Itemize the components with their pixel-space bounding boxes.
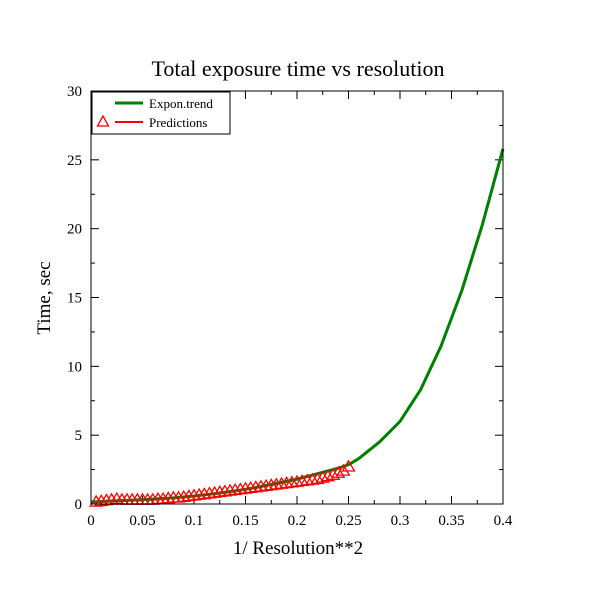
y-tick-label: 5: [75, 428, 83, 444]
series-line-expon-trend: [90, 148, 505, 504]
x-tick-label: 0.25: [335, 513, 361, 529]
x-tick-label: 0.2: [288, 513, 307, 529]
prediction-point: [202, 486, 217, 499]
y-tick-label: 10: [67, 359, 82, 375]
prediction-point: [269, 477, 284, 490]
legend-marker-predictions: [96, 114, 110, 127]
prediction-point: [305, 472, 320, 485]
prediction-point: [222, 483, 238, 496]
prediction-point: [99, 493, 114, 506]
prediction-point: [248, 480, 263, 493]
x-tick-label: 0.1: [185, 513, 204, 529]
x-tick-label: 0: [87, 513, 95, 529]
prediction-point: [295, 474, 310, 487]
y-tick-label: 30: [67, 84, 82, 100]
plot-frame: [90, 90, 504, 505]
legend: Expon.trend Predictions: [91, 91, 231, 135]
x-axis-ticks: 0 0.05 0.1 0.15 0.2 0.25 0.3 0.35 0.4: [87, 91, 513, 529]
prediction-point: [264, 478, 279, 491]
y-axis-ticks: 0 5 10 15 20 25 30: [67, 84, 503, 513]
legend-label-predictions: Predictions: [149, 115, 208, 130]
prediction-point: [186, 488, 202, 501]
x-tick-label: 0.15: [232, 513, 258, 529]
prediction-point: [310, 471, 325, 485]
prediction-point: [284, 475, 299, 488]
chart-title: Total exposure time vs resolution: [152, 56, 445, 81]
y-tick-label: 25: [67, 153, 82, 169]
prediction-point: [207, 485, 222, 498]
y-tick-label: 0: [75, 497, 83, 513]
prediction-point: [197, 487, 212, 500]
prediction-point: [279, 476, 294, 489]
x-tick-label: 0.4: [494, 513, 513, 529]
prediction-point: [238, 481, 253, 494]
prediction-point: [300, 473, 315, 486]
prediction-point: [289, 474, 305, 487]
legend-box: [91, 91, 231, 135]
prediction-point: [217, 484, 233, 497]
prediction-point: [341, 459, 356, 472]
prediction-point: [233, 482, 248, 495]
prediction-point: [320, 469, 336, 482]
prediction-point: [161, 491, 176, 504]
prediction-point: [243, 480, 258, 494]
x-tick-label: 0.3: [391, 513, 410, 529]
x-tick-label: 0.35: [438, 513, 464, 529]
x-axis-label: 1/ Resolution**2: [233, 538, 363, 559]
prediction-point: [181, 489, 196, 502]
legend-label-expon-trend: Expon.trend: [149, 96, 213, 111]
prediction-point: [315, 470, 330, 483]
prediction-point: [325, 467, 341, 480]
prediction-point: [253, 479, 269, 492]
prediction-point: [89, 494, 104, 507]
prediction-point: [258, 478, 274, 491]
prediction-point: [228, 482, 243, 496]
y-tick-label: 20: [67, 222, 82, 238]
prediction-point: [176, 489, 191, 502]
prediction-point: [155, 491, 171, 505]
prediction-point: [331, 465, 346, 478]
x-tick-label: 0.05: [129, 513, 155, 529]
prediction-point: [274, 476, 289, 489]
prediction-point: [94, 493, 109, 507]
y-tick-label: 15: [67, 291, 82, 307]
y-axis-label: Time, sec: [34, 261, 55, 334]
prediction-point: [192, 487, 207, 500]
prediction-point: [212, 485, 227, 498]
prediction-point: [336, 463, 351, 476]
prediction-point: [171, 490, 186, 503]
plot-area: [89, 148, 505, 507]
